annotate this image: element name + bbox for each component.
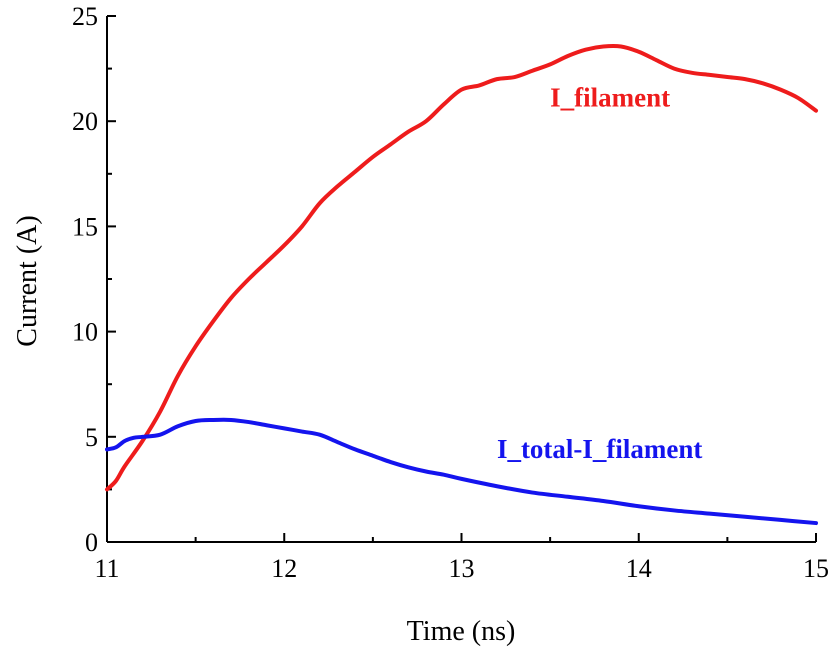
x-tick-label: 12 [271, 554, 297, 583]
x-tick-label: 13 [449, 554, 475, 583]
series-line-1 [105, 417, 818, 526]
y-tick-label: 5 [85, 423, 98, 452]
x-axis-title: Time (ns) [407, 616, 516, 647]
x-tick-label: 11 [94, 554, 119, 583]
series-label-0: I_filament [550, 82, 670, 112]
x-tick-label: 14 [626, 554, 652, 583]
y-tick-label: 0 [85, 528, 98, 557]
series-label-1: I_total-I_filament [497, 434, 702, 464]
tick-labels: 11 12 13 14 15 0 5 10 15 20 25 [72, 2, 829, 583]
series-labels: I_filament I_total-I_filament [497, 82, 702, 463]
series-line-0 [105, 43, 818, 492]
series-lines [105, 43, 818, 526]
y-tick-label: 10 [72, 318, 98, 347]
y-tick-label: 25 [72, 2, 98, 31]
y-axis-title: Current (A) [12, 215, 43, 346]
y-tick-label: 20 [72, 107, 98, 136]
x-tick-label: 15 [803, 554, 829, 583]
axes-frame [106, 16, 816, 543]
y-tick-label: 15 [72, 212, 98, 241]
axis-ticks [106, 15, 817, 543]
